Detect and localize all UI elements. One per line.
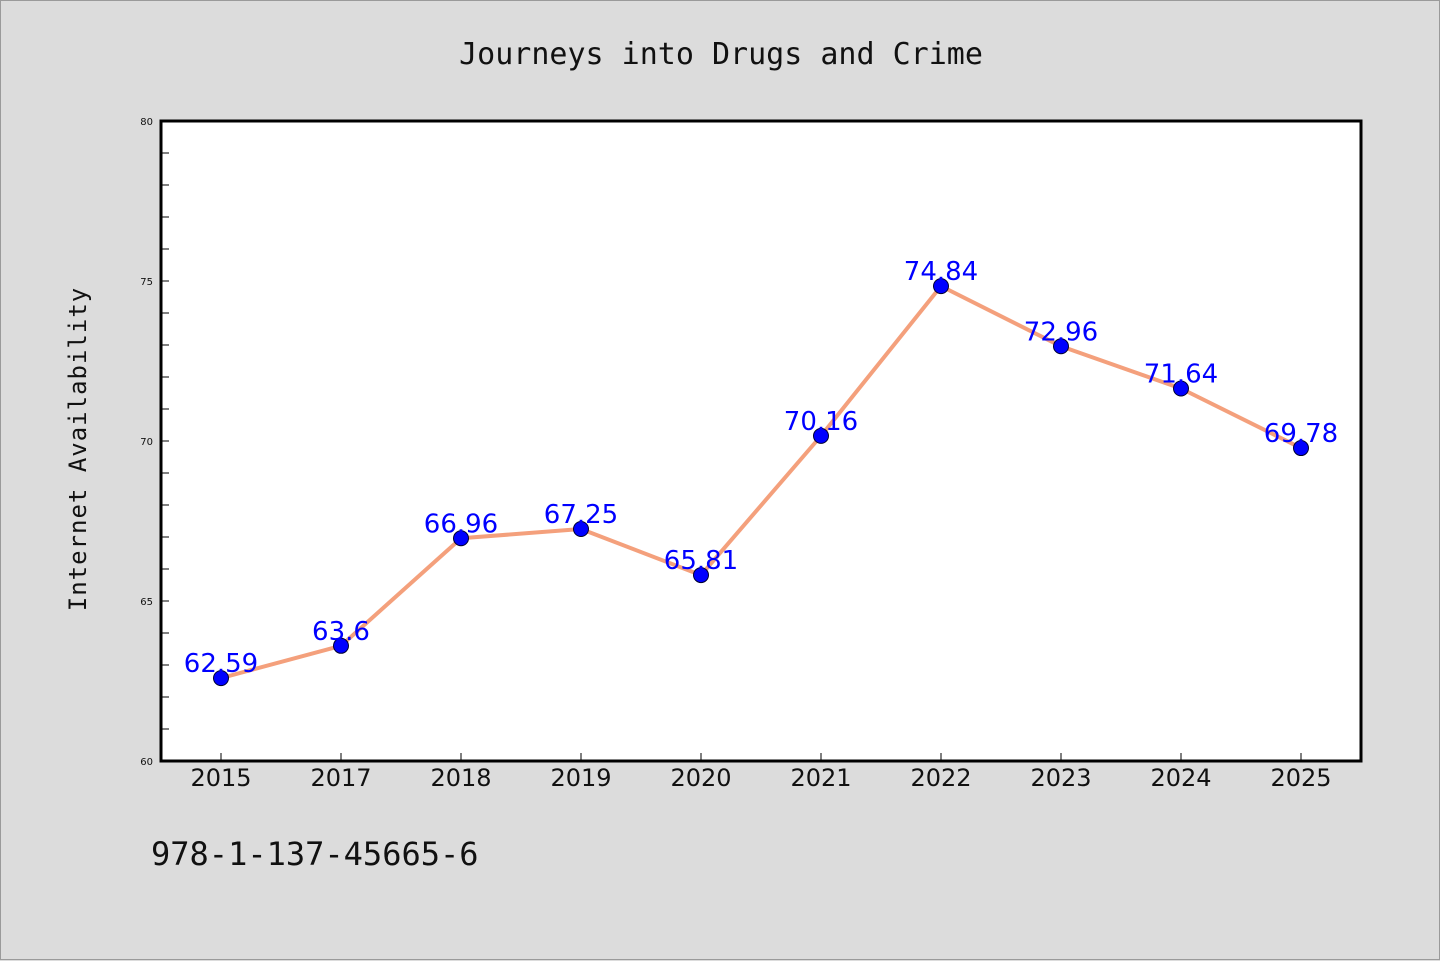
data-label: 62.59	[184, 649, 258, 679]
data-label: 69.78	[1264, 419, 1338, 449]
data-label: 65.81	[664, 546, 738, 576]
x-tick-label: 2021	[790, 764, 851, 792]
x-tick-label: 2018	[430, 764, 491, 792]
y-axis: 60 65 70 75 80	[140, 117, 169, 768]
y-tick-label: 70	[140, 437, 153, 448]
isbn-footer: 978-1-137-45665-6	[151, 835, 479, 873]
x-tick-label: 2024	[1150, 764, 1211, 792]
data-label: 66.96	[424, 509, 498, 539]
x-tick-label: 2020	[670, 764, 731, 792]
data-point	[333, 637, 349, 654]
y-tick-label: 75	[140, 277, 153, 288]
data-label: 72.96	[1024, 317, 1098, 347]
data-point	[693, 567, 709, 584]
data-label: 63.6	[312, 617, 370, 647]
x-tick-label: 2023	[1030, 764, 1091, 792]
y-tick-label: 65	[140, 597, 153, 608]
data-point	[213, 670, 229, 687]
data-point	[813, 427, 829, 444]
data-point	[933, 278, 949, 295]
data-point	[453, 530, 469, 547]
x-axis: 2015 2017 2018 2019 2020 2021 2022 2023 2024 2025	[190, 753, 1332, 792]
series-line	[219, 284, 1303, 681]
data-point	[573, 521, 589, 537]
x-tick-label: 2025	[1270, 764, 1331, 792]
x-tick-label: 2019	[550, 764, 611, 792]
series-group	[213, 278, 1309, 687]
data-label: 74.84	[904, 257, 978, 287]
x-tick-label: 2022	[910, 764, 971, 792]
y-axis-label: Internet Availability	[64, 287, 92, 611]
y-tick-label: 80	[140, 117, 153, 128]
x-tick-label: 2015	[190, 764, 251, 792]
data-label: 71.64	[1144, 360, 1218, 390]
data-labels: 62.59 63.6 66.96 67.25 65.81 70.16 74.84 72.96 7…	[184, 257, 1338, 679]
data-point	[1053, 338, 1069, 355]
data-label: 67.25	[544, 500, 618, 530]
x-tick-label: 2017	[310, 764, 371, 792]
data-label: 70.16	[784, 407, 858, 437]
data-point	[1293, 440, 1309, 457]
plot-area	[159, 119, 1363, 763]
chart-title: Journeys into Drugs and Crime	[459, 37, 983, 72]
data-point	[1173, 380, 1189, 397]
y-tick-label: 60	[140, 757, 153, 768]
